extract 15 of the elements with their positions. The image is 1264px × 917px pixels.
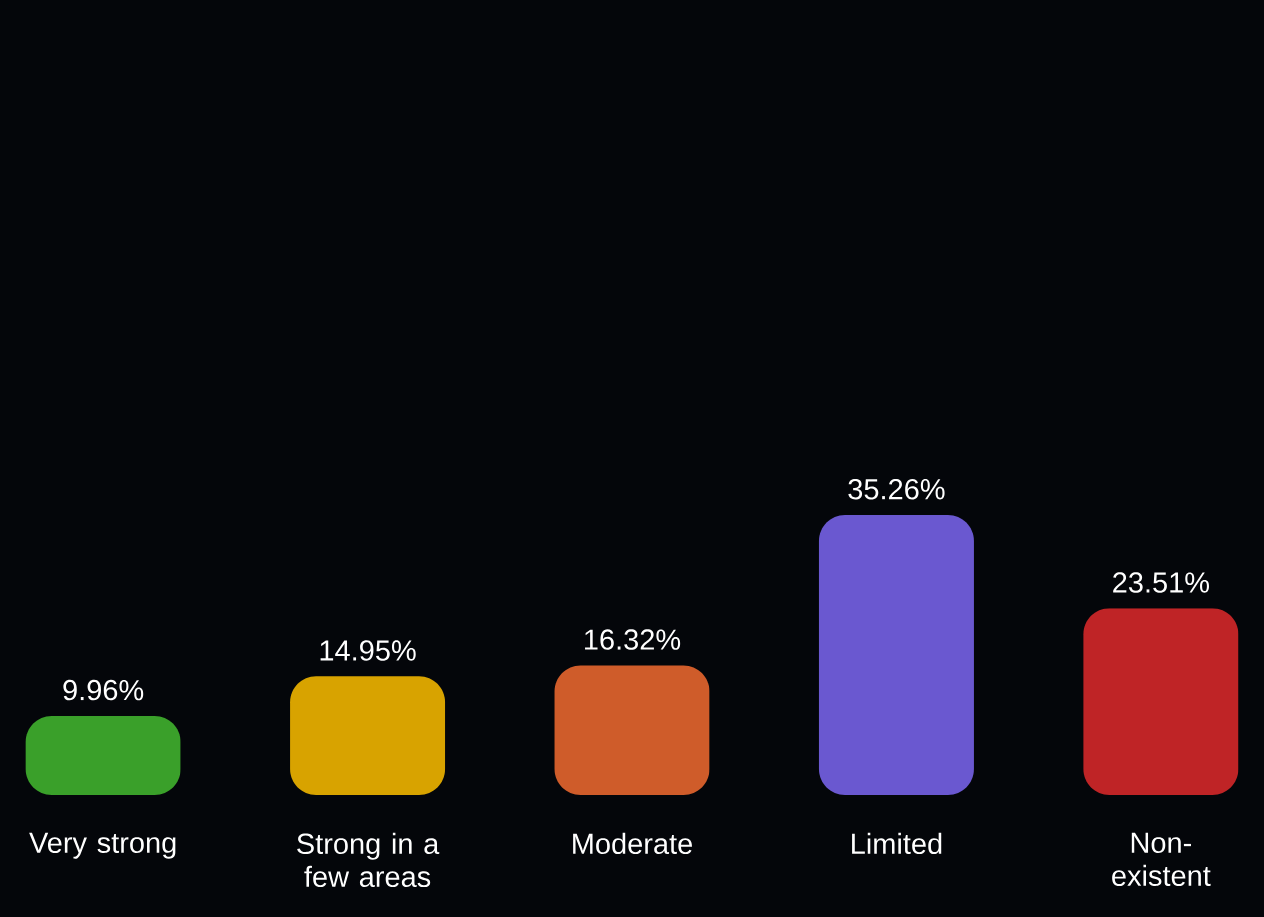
- bar: [25, 715, 181, 795]
- data-label: 35.26%: [848, 478, 945, 500]
- bar: [818, 515, 974, 795]
- bar: [554, 665, 710, 795]
- x-tick-label: Moderate: [573, 832, 692, 855]
- data-label: 16.32%: [585, 629, 681, 650]
- data-label: 9.96%: [63, 679, 144, 701]
- bar: [290, 676, 446, 795]
- x-tick-label: Very strong: [29, 832, 176, 859]
- x-tick-label: Strong in a few areas: [297, 832, 440, 888]
- x-tick-label: Limited: [852, 832, 942, 855]
- data-label: 23.51%: [1113, 572, 1209, 593]
- x-tick-label: Non-existent: [1112, 832, 1211, 887]
- data-label: 14.95%: [320, 640, 416, 661]
- bar: [1083, 608, 1239, 795]
